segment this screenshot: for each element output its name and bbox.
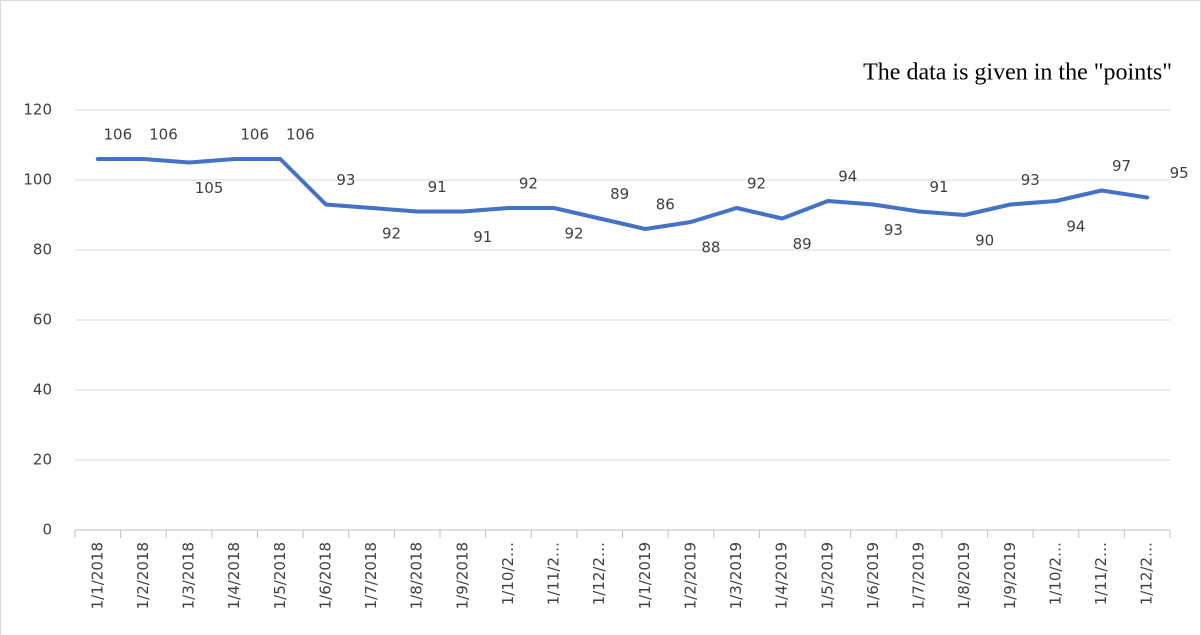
y-tick-label: 100 bbox=[23, 171, 52, 189]
x-tick-label: 1/9/2019 bbox=[1001, 542, 1019, 609]
x-tick-label: 1/1/2018 bbox=[88, 542, 106, 609]
x-tick-label: 1/3/2019 bbox=[727, 542, 745, 609]
data-label: 91 bbox=[473, 228, 492, 246]
data-label: 91 bbox=[428, 178, 447, 196]
x-tick-label: 1/5/2019 bbox=[818, 542, 836, 609]
data-label: 94 bbox=[1066, 218, 1085, 236]
x-tick-label: 1/8/2019 bbox=[955, 542, 973, 609]
data-label: 106 bbox=[149, 126, 178, 144]
data-label: 90 bbox=[975, 232, 994, 250]
data-label: 92 bbox=[747, 175, 766, 193]
x-tick-label: 1/7/2018 bbox=[362, 542, 380, 609]
y-tick-label: 40 bbox=[33, 381, 52, 399]
x-tick-label: 1/5/2018 bbox=[271, 542, 289, 609]
x-tick-label: 1/11/2… bbox=[545, 542, 563, 605]
x-tick-label: 1/11/2… bbox=[1092, 542, 1110, 605]
data-label: 106 bbox=[103, 126, 132, 144]
y-tick-label: 80 bbox=[33, 241, 52, 259]
data-label: 105 bbox=[195, 179, 224, 197]
x-tick-label: 1/10/2… bbox=[1046, 542, 1064, 605]
data-label: 89 bbox=[793, 235, 812, 253]
annotation: The data is given in the "points" bbox=[863, 60, 1172, 86]
data-label: 97 bbox=[1112, 157, 1131, 175]
data-label: 86 bbox=[656, 196, 675, 214]
data-label: 106 bbox=[286, 126, 315, 144]
x-tick-label: 1/6/2018 bbox=[316, 542, 334, 609]
y-tick-label: 60 bbox=[33, 311, 52, 329]
data-label: 94 bbox=[838, 168, 857, 186]
y-tick-label: 20 bbox=[33, 451, 52, 469]
data-label: 93 bbox=[884, 221, 903, 239]
data-label: 92 bbox=[382, 225, 401, 243]
data-label: 93 bbox=[1021, 171, 1040, 189]
x-tick-label: 1/1/2019 bbox=[636, 542, 654, 609]
y-tick-label: 120 bbox=[23, 101, 52, 119]
x-tick-label: 1/4/2018 bbox=[225, 542, 243, 609]
x-tick-label: 1/2/2019 bbox=[681, 542, 699, 609]
data-label: 95 bbox=[1170, 164, 1189, 182]
x-tick-label: 1/7/2019 bbox=[910, 542, 928, 609]
data-label: 91 bbox=[930, 178, 949, 196]
x-tick-label: 1/3/2018 bbox=[180, 542, 198, 609]
data-label: 92 bbox=[519, 175, 538, 193]
data-label: 88 bbox=[701, 239, 720, 257]
data-line bbox=[95, 157, 1150, 231]
data-label: 93 bbox=[336, 171, 355, 189]
x-tick-label: 1/12/2… bbox=[1138, 542, 1156, 605]
data-label: 106 bbox=[240, 126, 269, 144]
data-label: 92 bbox=[565, 225, 584, 243]
x-tick-label: 1/8/2018 bbox=[408, 542, 426, 609]
x-tick-label: 1/9/2018 bbox=[453, 542, 471, 609]
x-tick-label: 1/2/2018 bbox=[134, 542, 152, 609]
x-tick-label: 1/6/2019 bbox=[864, 542, 882, 609]
x-tick-label: 1/12/2… bbox=[590, 542, 608, 605]
x-tick-label: 1/10/2… bbox=[499, 542, 517, 605]
x-tick-label: 1/4/2019 bbox=[773, 542, 791, 609]
y-tick-label: 0 bbox=[42, 521, 52, 539]
data-label: 89 bbox=[610, 185, 629, 203]
